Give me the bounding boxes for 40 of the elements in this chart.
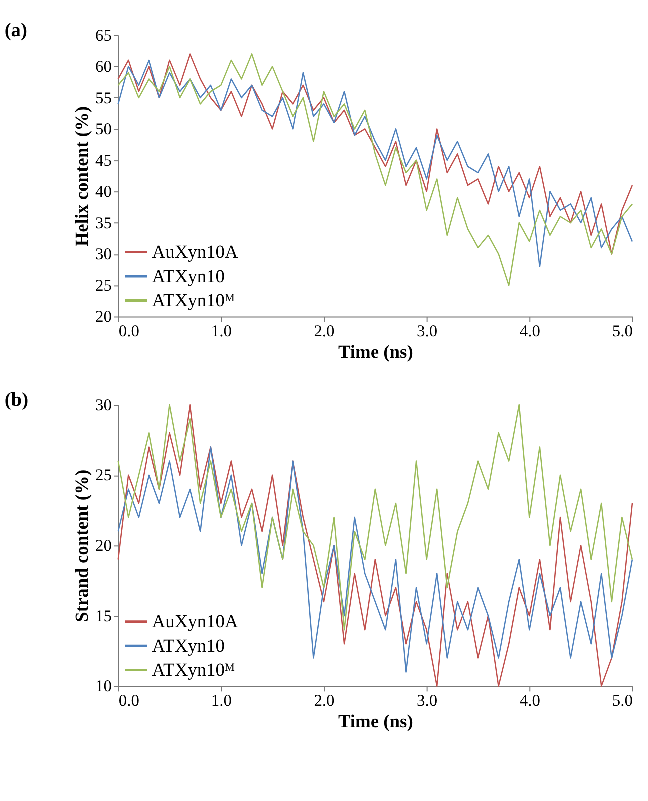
x-tick-label: 5.0 xyxy=(612,322,633,341)
line-series xyxy=(118,404,634,631)
x-tick-label: 0.0 xyxy=(118,322,140,341)
y-tick-label: 25 xyxy=(96,466,112,485)
y-tick-label: 20 xyxy=(96,307,112,326)
x-tick-label: 1.0 xyxy=(211,322,232,341)
x-axis-title: Time (ns) xyxy=(338,712,414,732)
y-tick-label: 10 xyxy=(96,676,112,696)
y-axis-title: Strand content (%) xyxy=(72,470,92,622)
y-tick-label: 50 xyxy=(96,120,112,139)
y-tick-label: 65 xyxy=(96,26,112,45)
legend-label: ATXyn10ᴹ xyxy=(152,660,235,680)
chart-title: (b) xyxy=(4,390,29,411)
x-tick-label: 4.0 xyxy=(520,322,540,341)
y-tick-label: 45 xyxy=(96,150,112,170)
legend-label: ATXyn10 xyxy=(152,266,225,286)
x-tick-label: 1.0 xyxy=(211,691,232,710)
y-tick-label: 30 xyxy=(96,395,112,414)
chart-title: (a) xyxy=(4,20,28,42)
x-tick-label: 4.0 xyxy=(520,691,540,710)
y-tick-label: 15 xyxy=(96,606,112,626)
x-tick-label: 5.0 xyxy=(612,691,633,710)
y-tick-label: 35 xyxy=(96,213,112,232)
x-tick-label: 3.0 xyxy=(417,691,438,710)
legend-label: AuXyn10A xyxy=(152,242,239,262)
y-axis-title: Helix content (%) xyxy=(72,106,92,247)
y-tick-label: 60 xyxy=(96,57,112,76)
x-axis-title: Time (ns) xyxy=(338,342,414,362)
legend-label: ATXyn10 xyxy=(152,636,225,656)
legend-label: ATXyn10ᴹ xyxy=(152,290,235,311)
y-tick-label: 40 xyxy=(96,182,112,202)
y-tick-label: 20 xyxy=(96,536,112,556)
y-tick-label: 30 xyxy=(96,244,112,264)
y-tick-label: 55 xyxy=(96,88,112,108)
x-tick-label: 2.0 xyxy=(314,691,335,710)
legend-label: AuXyn10A xyxy=(152,612,239,632)
y-tick-label: 25 xyxy=(96,276,112,295)
x-tick-label: 0.0 xyxy=(118,691,140,710)
x-tick-label: 2.0 xyxy=(314,322,335,341)
x-tick-label: 3.0 xyxy=(417,322,438,341)
